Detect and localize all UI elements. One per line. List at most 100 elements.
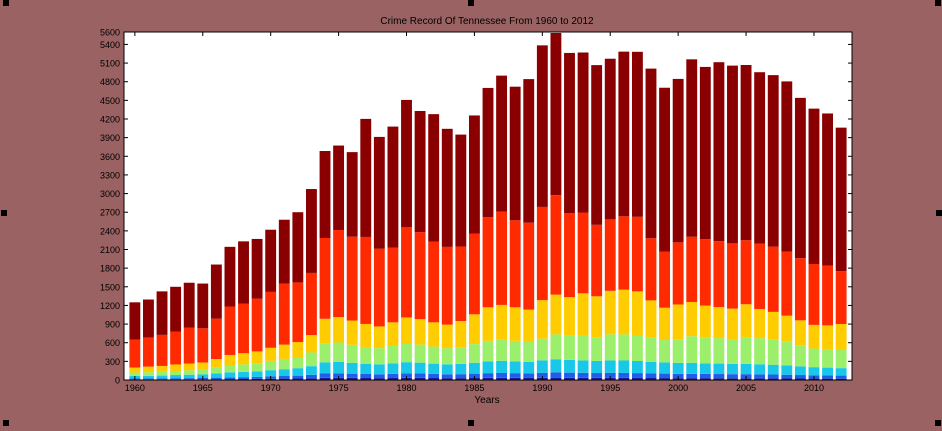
bar-segment-2002-layer-1 xyxy=(699,373,711,379)
bar-segment-1998-layer-2 xyxy=(645,361,657,374)
bar-segment-1969-layer-3 xyxy=(251,363,263,372)
bar-segment-1991-layer-3 xyxy=(550,334,562,360)
bar-segment-1960-layer-4 xyxy=(129,367,141,373)
resize-handle-top-center[interactable] xyxy=(468,0,474,6)
bar-segment-1968-layer-4 xyxy=(238,353,249,365)
bar-segment-2003-layer-6 xyxy=(713,62,725,242)
y-tick-label: 5400 xyxy=(100,40,120,50)
bar-segment-1976-layer-4 xyxy=(346,320,358,345)
y-tick-label: 3300 xyxy=(100,170,120,180)
bar-segment-2009-layer-2 xyxy=(794,366,806,376)
y-tick-label: 1500 xyxy=(100,282,120,292)
bar-segment-1995-layer-3 xyxy=(604,334,616,361)
bar-segment-1966-layer-2 xyxy=(210,373,222,378)
bar-segment-1999-layer-2 xyxy=(659,362,670,374)
bar-segment-1987-layer-3 xyxy=(496,339,508,361)
bar-segment-1966-layer-5 xyxy=(210,318,222,359)
bar-segment-1972-layer-0 xyxy=(292,378,304,380)
bar-segment-1980-layer-6 xyxy=(401,99,412,228)
bar-segment-2005-layer-5 xyxy=(740,240,752,305)
bar-segment-1997-layer-0 xyxy=(631,377,643,380)
bar-segment-1980-layer-5 xyxy=(401,227,412,318)
bar-segment-1982-layer-2 xyxy=(428,363,440,374)
bar-segment-1991-layer-2 xyxy=(550,359,562,373)
bar-segment-1992-layer-5 xyxy=(564,213,575,298)
bar-segment-1965-layer-6 xyxy=(197,283,209,329)
bar-segment-1966-layer-4 xyxy=(210,359,222,368)
bar-segment-2004-layer-0 xyxy=(727,378,738,380)
x-tick-label: 2005 xyxy=(736,383,756,393)
resize-handle-bottom-center[interactable] xyxy=(468,420,474,426)
bar-segment-1972-layer-4 xyxy=(292,342,304,357)
bar-segment-1982-layer-5 xyxy=(428,241,440,323)
bar-segment-2005-layer-2 xyxy=(740,363,752,375)
bar-segment-1988-layer-5 xyxy=(509,220,521,308)
bar-segment-1963-layer-6 xyxy=(170,286,182,332)
bar-segment-1963-layer-1 xyxy=(170,378,182,380)
bar-segment-1970-layer-5 xyxy=(265,291,277,348)
y-tick-label: 2700 xyxy=(100,208,120,218)
x-tick-label: 1970 xyxy=(261,383,281,393)
bar-segment-1974-layer-0 xyxy=(319,377,331,380)
bar-segment-1988-layer-1 xyxy=(509,373,521,378)
bar-segment-2011-layer-2 xyxy=(822,367,833,376)
bar-segment-2011-layer-5 xyxy=(822,265,833,326)
bar-segment-2004-layer-3 xyxy=(727,339,738,364)
bar-segment-1984-layer-6 xyxy=(455,134,467,247)
bar-segment-1971-layer-1 xyxy=(278,376,290,379)
bar-segment-2009-layer-3 xyxy=(794,345,806,367)
bar-segment-1976-layer-0 xyxy=(346,377,358,380)
bar-segment-1993-layer-4 xyxy=(577,293,589,336)
bar-segment-1979-layer-1 xyxy=(387,373,399,379)
bar-segment-2001-layer-3 xyxy=(686,336,698,363)
bar-segment-1990-layer-4 xyxy=(536,300,548,339)
bar-segment-1963-layer-5 xyxy=(170,331,182,365)
bar-segment-2006-layer-0 xyxy=(754,378,766,380)
bar-segment-1971-layer-2 xyxy=(278,369,290,377)
resize-handle-middle-left[interactable] xyxy=(1,210,7,216)
bar-segment-1990-layer-6 xyxy=(536,45,548,207)
bar-segment-2012-layer-4 xyxy=(835,324,847,350)
bar-segment-1999-layer-0 xyxy=(659,378,670,380)
bar-segment-1980-layer-2 xyxy=(401,362,412,374)
bar-segment-1977-layer-5 xyxy=(360,236,372,324)
bar-segment-1977-layer-0 xyxy=(360,378,372,380)
bar-segment-1971-layer-6 xyxy=(278,219,290,284)
bar-segment-1981-layer-6 xyxy=(414,110,426,233)
bar-segment-1973-layer-6 xyxy=(306,189,317,273)
bar-segment-1990-layer-5 xyxy=(536,206,548,301)
bar-segment-1993-layer-0 xyxy=(577,377,589,380)
bar-segment-1961-layer-2 xyxy=(143,375,154,379)
resize-handle-bottom-right[interactable] xyxy=(935,420,941,426)
bar-segment-1978-layer-4 xyxy=(373,326,385,349)
resize-handle-bottom-left[interactable] xyxy=(3,420,9,426)
y-axis-ticks: 0 300 600 900 1200 1500 1800 2100 2400 2700 3000 33… xyxy=(100,28,852,386)
bar-segment-1971-layer-0 xyxy=(278,378,290,380)
bar-segment-1985-layer-2 xyxy=(468,362,480,374)
resize-handle-top-right[interactable] xyxy=(935,0,941,6)
resize-handle-top-left[interactable] xyxy=(3,0,9,6)
bar-segment-1979-layer-5 xyxy=(387,247,399,323)
bar-segment-1964-layer-4 xyxy=(183,363,195,371)
bar-segment-1973-layer-4 xyxy=(306,335,317,353)
bar-segment-1972-layer-6 xyxy=(292,212,304,283)
bar-segment-2007-layer-3 xyxy=(767,339,779,365)
y-tick-label: 0 xyxy=(115,376,120,386)
bar-segment-1968-layer-6 xyxy=(238,241,249,304)
bar-segment-2010-layer-5 xyxy=(808,263,820,325)
resize-handle-middle-right[interactable] xyxy=(936,210,942,216)
bar-segment-1979-layer-3 xyxy=(387,345,399,364)
bar-segment-1981-layer-5 xyxy=(414,232,426,320)
bar-segment-1982-layer-3 xyxy=(428,346,440,364)
bar-segment-1973-layer-2 xyxy=(306,366,317,375)
bar-segment-2012-layer-3 xyxy=(835,349,847,369)
bar-segment-1984-layer-0 xyxy=(455,378,467,380)
bar-segment-1992-layer-6 xyxy=(564,52,575,214)
bar-segment-1984-layer-2 xyxy=(455,363,467,375)
bar-segment-1968-layer-2 xyxy=(238,371,249,378)
bar-segment-2001-layer-5 xyxy=(686,236,698,303)
bar-segment-2006-layer-1 xyxy=(754,374,766,379)
bar-segment-2001-layer-4 xyxy=(686,302,698,337)
bar-segment-1963-layer-3 xyxy=(170,370,182,376)
